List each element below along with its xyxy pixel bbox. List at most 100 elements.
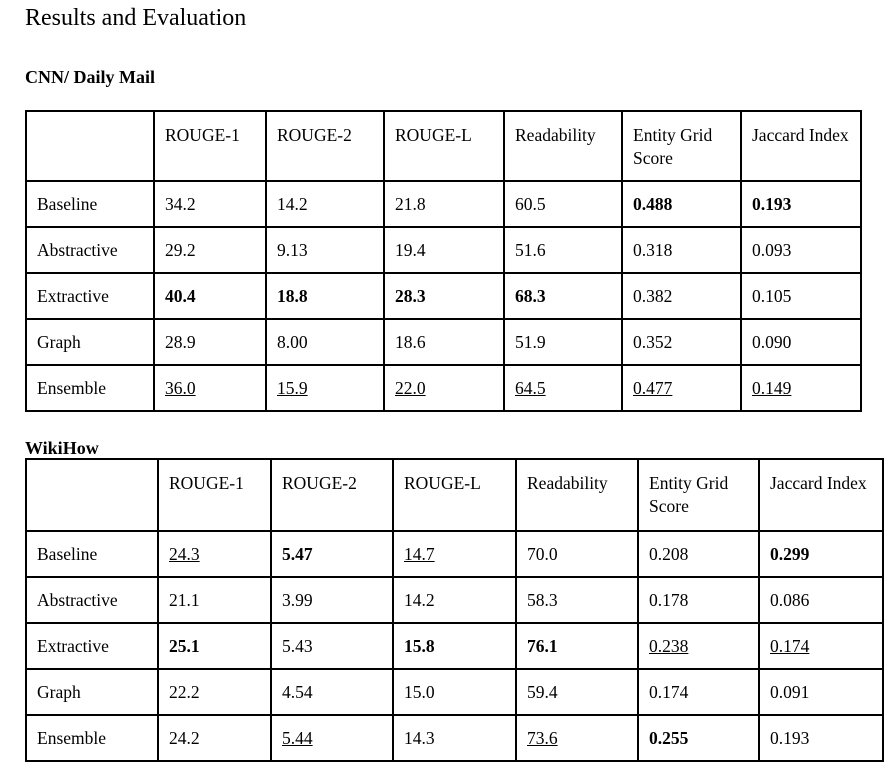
table-cell: 64.5 bbox=[503, 364, 623, 412]
row-label-text: Ensemble bbox=[37, 727, 107, 748]
table-cell: 3.99 bbox=[270, 576, 394, 624]
cell-value: 19.4 bbox=[395, 239, 426, 260]
table-cell: 8.00 bbox=[265, 318, 385, 366]
table-cell: 0.382 bbox=[621, 272, 742, 320]
table-cell: 58.3 bbox=[515, 576, 639, 624]
table-cell: 15.8 bbox=[392, 622, 517, 670]
table-cell: 15.0 bbox=[392, 668, 517, 716]
column-header: ROUGE-1 bbox=[153, 110, 267, 182]
table-cell: 0.238 bbox=[637, 622, 760, 670]
row-label: Graph bbox=[25, 318, 155, 366]
table-cell: 0.174 bbox=[637, 668, 760, 716]
row-label: Extractive bbox=[25, 272, 155, 320]
header-row: ROUGE-1 ROUGE-2 ROUGE-L Readability Entity G… bbox=[25, 110, 862, 182]
cell-value: 0.090 bbox=[752, 331, 792, 352]
table-cell: 0.174 bbox=[758, 622, 884, 670]
header-row: ROUGE-1 ROUGE-2 ROUGE-L Readability Entity G… bbox=[25, 458, 884, 532]
page-title: Results and Evaluation bbox=[25, 5, 247, 31]
column-header: ROUGE-L bbox=[383, 110, 505, 182]
table-cell: 24.2 bbox=[157, 714, 272, 762]
cell-value: 22.0 bbox=[395, 377, 426, 398]
table-row: Graph 28.9 8.00 18.6 51.9 0.352 0.090 bbox=[25, 318, 862, 366]
cell-value: 51.6 bbox=[515, 239, 546, 260]
column-header: Readability bbox=[503, 110, 623, 182]
table-cell: 22.2 bbox=[157, 668, 272, 716]
table-cell: 5.43 bbox=[270, 622, 394, 670]
table-cell: 18.6 bbox=[383, 318, 505, 366]
row-label-text: Baseline bbox=[37, 193, 98, 214]
table-cell: 0.178 bbox=[637, 576, 760, 624]
table-cell: 59.4 bbox=[515, 668, 639, 716]
cell-value: 5.44 bbox=[282, 727, 313, 748]
table-cell: 4.54 bbox=[270, 668, 394, 716]
row-label-text: Graph bbox=[37, 681, 81, 702]
table-cell: 15.9 bbox=[265, 364, 385, 412]
table-cell: 0.093 bbox=[740, 226, 862, 274]
table-row: Extractive 40.4 18.8 28.3 68.3 0.382 0.105 bbox=[25, 272, 862, 320]
row-label-text: Abstractive bbox=[37, 239, 118, 260]
cell-value: 0.093 bbox=[752, 239, 792, 260]
table-cell: 0.193 bbox=[758, 714, 884, 762]
table-cell: 68.3 bbox=[503, 272, 623, 320]
cell-value: 0.352 bbox=[633, 331, 673, 352]
cell-value: 15.8 bbox=[404, 635, 435, 656]
cell-value: 0.105 bbox=[752, 285, 792, 306]
table-cell: 5.44 bbox=[270, 714, 394, 762]
cell-value: 8.00 bbox=[277, 331, 308, 352]
cell-value: 18.6 bbox=[395, 331, 426, 352]
column-header: Readability bbox=[515, 458, 639, 532]
cell-value: 29.2 bbox=[165, 239, 196, 260]
table-cell: 0.086 bbox=[758, 576, 884, 624]
cell-value: 14.2 bbox=[404, 589, 435, 610]
cell-value: 14.7 bbox=[404, 543, 435, 564]
column-header: Entity Grid Score bbox=[621, 110, 742, 182]
table-cell: 21.8 bbox=[383, 180, 505, 228]
cell-value: 0.178 bbox=[649, 589, 689, 610]
cell-value: 60.5 bbox=[515, 193, 546, 214]
column-header: Jaccard Index bbox=[758, 458, 884, 532]
table-cell: 29.2 bbox=[153, 226, 267, 274]
cell-value: 0.208 bbox=[649, 543, 689, 564]
cell-value: 36.0 bbox=[165, 377, 196, 398]
table-cell: 40.4 bbox=[153, 272, 267, 320]
results-table-wikihow: ROUGE-1 ROUGE-2 ROUGE-L Readability Entity G… bbox=[25, 458, 884, 762]
table-cell: 0.091 bbox=[758, 668, 884, 716]
cell-value: 0.318 bbox=[633, 239, 673, 260]
cell-value: 14.3 bbox=[404, 727, 435, 748]
table-cell: 0.318 bbox=[621, 226, 742, 274]
table-cell: 14.2 bbox=[392, 576, 517, 624]
cell-value: 0.193 bbox=[752, 193, 792, 214]
table-cell: 5.47 bbox=[270, 530, 394, 578]
cell-value: 21.8 bbox=[395, 193, 426, 214]
table-cell: 0.193 bbox=[740, 180, 862, 228]
cell-value: 9.13 bbox=[277, 239, 308, 260]
row-label-text: Graph bbox=[37, 331, 81, 352]
column-header: ROUGE-1 bbox=[157, 458, 272, 532]
cell-value: 0.488 bbox=[633, 193, 673, 214]
column-header: ROUGE-2 bbox=[265, 110, 385, 182]
row-label-text: Ensemble bbox=[37, 377, 107, 398]
table-cell: 0.255 bbox=[637, 714, 760, 762]
row-label-text: Extractive bbox=[37, 285, 109, 306]
row-label: Ensemble bbox=[25, 364, 155, 412]
table-cell: 18.8 bbox=[265, 272, 385, 320]
table-cell: 28.3 bbox=[383, 272, 505, 320]
cell-value: 73.6 bbox=[527, 727, 558, 748]
cell-value: 3.99 bbox=[282, 589, 313, 610]
cell-value: 76.1 bbox=[527, 635, 558, 656]
cell-value: 0.193 bbox=[770, 727, 810, 748]
cell-value: 18.8 bbox=[277, 285, 308, 306]
cell-value: 15.0 bbox=[404, 681, 435, 702]
table-cell: 25.1 bbox=[157, 622, 272, 670]
table-row: Baseline 24.3 5.47 14.7 70.0 0.208 0.299 bbox=[25, 530, 884, 578]
cell-value: 0.149 bbox=[752, 377, 792, 398]
table-cell: 0.208 bbox=[637, 530, 760, 578]
cell-value: 28.9 bbox=[165, 331, 196, 352]
table-cell: 0.477 bbox=[621, 364, 742, 412]
table-row: Ensemble 24.2 5.44 14.3 73.6 0.255 0.193 bbox=[25, 714, 884, 762]
header-corner-cell bbox=[25, 110, 155, 182]
table-cell: 76.1 bbox=[515, 622, 639, 670]
table-cell: 9.13 bbox=[265, 226, 385, 274]
cell-value: 22.2 bbox=[169, 681, 200, 702]
row-label: Baseline bbox=[25, 530, 159, 578]
